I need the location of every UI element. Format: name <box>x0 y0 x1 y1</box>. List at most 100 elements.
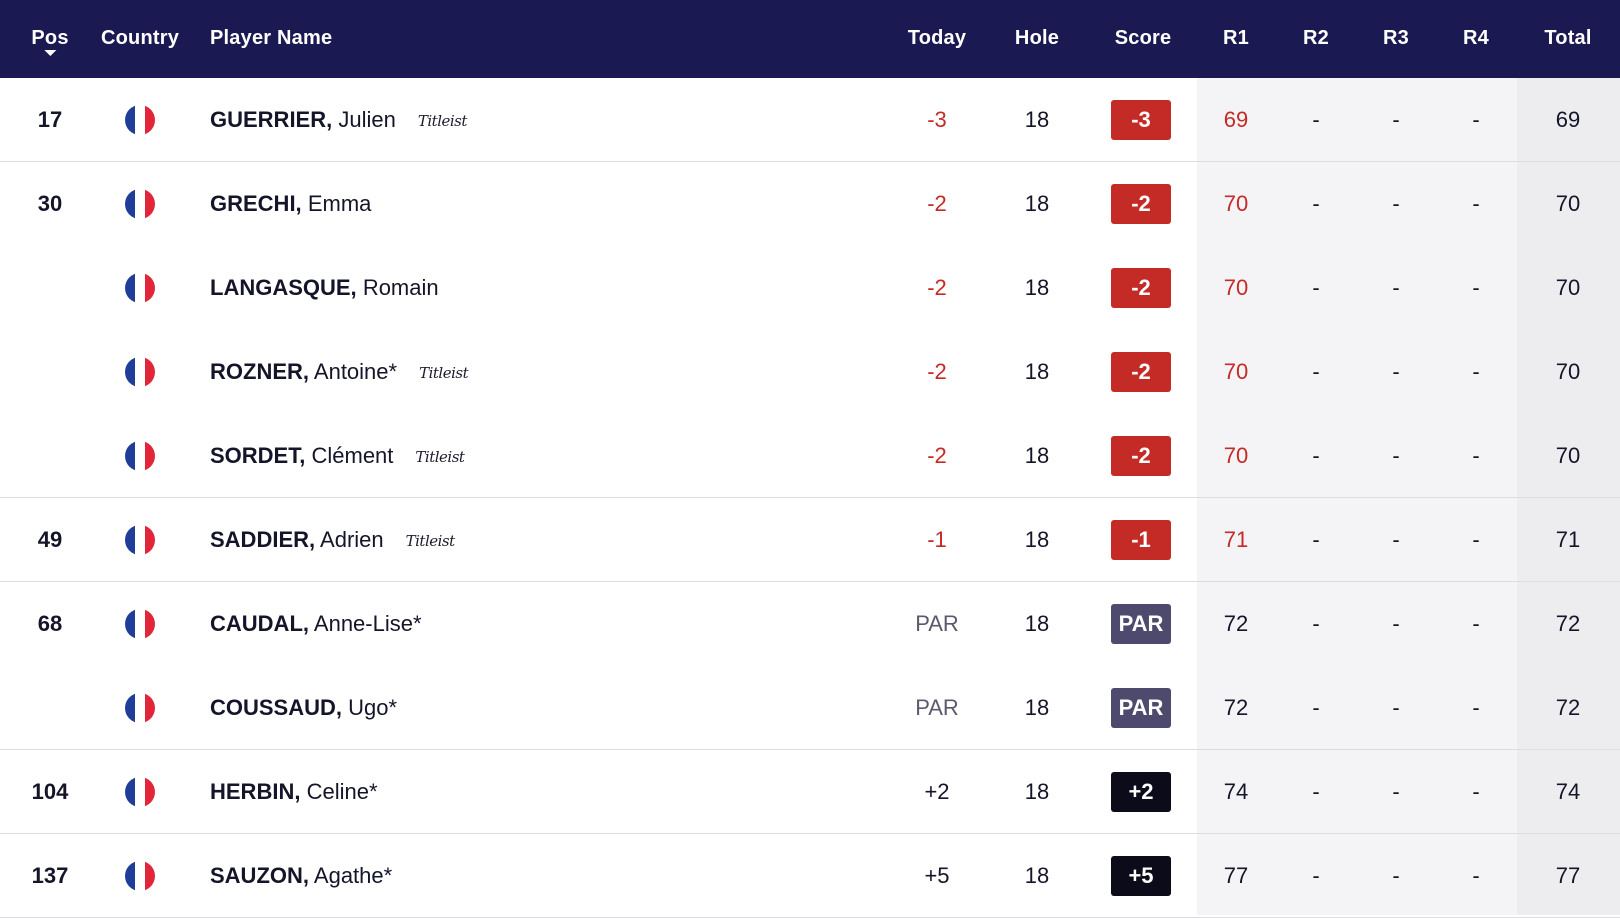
player-surname: GRECHI, <box>210 191 302 216</box>
score-badge: -2 <box>1111 436 1171 476</box>
player-given-name: Antoine* <box>313 359 398 384</box>
france-flag-icon <box>125 273 155 303</box>
player-surname: GUERRIER, <box>210 107 333 132</box>
round-1-score: 70 <box>1223 359 1249 384</box>
header-pos-sort[interactable]: Pos <box>31 0 68 78</box>
score-badge: -2 <box>1111 352 1171 392</box>
today-score: PAR <box>915 695 959 720</box>
round-3-score: - <box>1392 275 1400 300</box>
round-3-score: - <box>1392 527 1400 552</box>
france-flag-icon <box>125 441 155 471</box>
header-hole[interactable]: Hole <box>1014 27 1060 49</box>
round-1-score: 71 <box>1223 527 1249 552</box>
player-given-name: Julien <box>338 107 396 132</box>
header-r4[interactable]: R4 <box>1463 27 1489 49</box>
score-badge: +2 <box>1111 772 1171 812</box>
round-2-score: - <box>1312 611 1320 636</box>
row-divider <box>0 581 1620 582</box>
header-country[interactable]: Country <box>100 27 180 49</box>
round-4-score: - <box>1472 191 1480 216</box>
player-name-link[interactable]: CAUDAL, Anne-Lise* <box>210 582 422 666</box>
header-total[interactable]: Total <box>1544 27 1592 49</box>
total-column-shade <box>1517 78 1620 915</box>
player-surname: HERBIN, <box>210 779 301 804</box>
round-3-score: - <box>1392 611 1400 636</box>
table-row[interactable]: COUSSAUD, Ugo* PAR 18 PAR 72 - - - 72 <box>0 666 1620 750</box>
round-4-score: - <box>1472 359 1480 384</box>
header-today[interactable]: Today <box>907 27 967 49</box>
round-1-score: 72 <box>1223 695 1249 720</box>
player-name-link[interactable]: SADDIER, Adrien Titleist <box>210 498 455 582</box>
player-name-link[interactable]: GUERRIER, Julien Titleist <box>210 78 467 162</box>
player-name-link[interactable]: SAUZON, Agathe* <box>210 834 392 918</box>
player-name-link[interactable]: SORDET, Clément Titleist <box>210 414 465 498</box>
round-1-score: 72 <box>1223 611 1249 636</box>
total-score: 70 <box>1555 275 1581 300</box>
table-row[interactable]: SORDET, Clément Titleist -2 18 -2 70 - - … <box>0 414 1620 498</box>
table-row[interactable]: LANGASQUE, Romain -2 18 -2 70 - - - 70 <box>0 246 1620 330</box>
round-3-score: - <box>1392 107 1400 132</box>
player-surname: SORDET, <box>210 443 306 468</box>
total-score: 70 <box>1555 359 1581 384</box>
score-badge: PAR <box>1111 688 1171 728</box>
header-r1[interactable]: R1 <box>1223 27 1249 49</box>
table-row[interactable]: 49 SADDIER, Adrien Titleist -1 18 -1 71 -… <box>0 498 1620 582</box>
table-row[interactable]: 17 GUERRIER, Julien Titleist -3 18 -3 69 … <box>0 78 1620 162</box>
table-row[interactable]: 68 CAUDAL, Anne-Lise* PAR 18 PAR 72 - - … <box>0 582 1620 666</box>
round-1-score: 70 <box>1223 443 1249 468</box>
table-row[interactable]: 104 HERBIN, Celine* +2 18 +2 74 - - - 74 <box>0 750 1620 834</box>
round-4-score: - <box>1472 275 1480 300</box>
table-row[interactable]: 137 SAUZON, Agathe* +5 18 +5 77 - - - 77 <box>0 834 1620 918</box>
titleist-logo: Titleist <box>417 112 468 131</box>
hole: 18 <box>1024 359 1050 384</box>
header-score[interactable]: Score <box>1114 27 1172 49</box>
round-4-score: - <box>1472 611 1480 636</box>
france-flag-icon <box>125 105 155 135</box>
header-r3[interactable]: R3 <box>1383 27 1409 49</box>
header-pos-label: Pos <box>31 27 69 49</box>
position: 104 <box>31 779 69 804</box>
player-name-link[interactable]: ROZNER, Antoine* Titleist <box>210 330 469 414</box>
row-divider <box>0 497 1620 498</box>
round-2-score: - <box>1312 863 1320 888</box>
player-given-name: Anne-Lise* <box>313 611 422 636</box>
total-score: 70 <box>1555 191 1581 216</box>
france-flag-icon <box>125 189 155 219</box>
round-3-score: - <box>1392 779 1400 804</box>
score-badge: -2 <box>1111 268 1171 308</box>
total-score: 72 <box>1555 611 1581 636</box>
hole: 18 <box>1024 275 1050 300</box>
player-surname: LANGASQUE, <box>210 275 357 300</box>
table-row[interactable]: ROZNER, Antoine* Titleist -2 18 -2 70 - -… <box>0 330 1620 414</box>
titleist-logo: Titleist <box>419 364 469 383</box>
player-surname: SADDIER, <box>210 527 316 552</box>
player-surname: COUSSAUD, <box>210 695 343 720</box>
round-3-score: - <box>1392 359 1400 384</box>
hole: 18 <box>1024 107 1050 132</box>
france-flag-icon <box>125 861 155 891</box>
today-score: PAR <box>915 611 959 636</box>
position: 30 <box>37 191 63 216</box>
player-name-link[interactable]: LANGASQUE, Romain <box>210 246 439 330</box>
round-1-score: 77 <box>1223 863 1249 888</box>
hole: 18 <box>1024 779 1050 804</box>
score-badge: -1 <box>1111 520 1171 560</box>
position: 137 <box>31 863 69 888</box>
position: 49 <box>37 527 63 552</box>
round-1-score: 70 <box>1223 191 1249 216</box>
total-score: 77 <box>1555 863 1581 888</box>
player-name-link[interactable]: HERBIN, Celine* <box>210 750 378 834</box>
player-name-link[interactable]: GRECHI, Emma <box>210 162 371 246</box>
player-surname: CAUDAL, <box>210 611 309 636</box>
round-2-score: - <box>1312 779 1320 804</box>
player-name-link[interactable]: COUSSAUD, Ugo* <box>210 666 397 750</box>
today-score: +2 <box>924 779 950 804</box>
header-r2[interactable]: R2 <box>1303 27 1329 49</box>
table-row[interactable]: 30 GRECHI, Emma -2 18 -2 70 - - - 70 <box>0 162 1620 246</box>
position: 17 <box>37 107 63 132</box>
player-given-name: Celine* <box>306 779 378 804</box>
header-player-name[interactable]: Player Name <box>210 27 333 49</box>
round-4-score: - <box>1472 779 1480 804</box>
player-given-name: Agathe* <box>313 863 393 888</box>
